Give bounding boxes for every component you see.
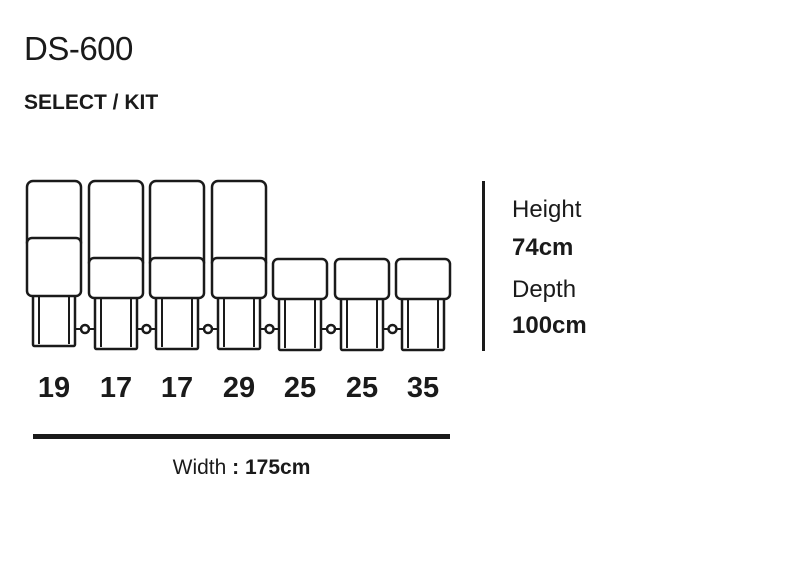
module-number: 17 — [99, 372, 133, 404]
module-seat — [271, 257, 329, 301]
module-number: 17 — [160, 372, 194, 404]
width-value: 175cm — [244, 456, 311, 479]
module-connector — [202, 323, 214, 335]
width-label: Width : 175cm — [33, 457, 450, 478]
module-connector — [264, 323, 275, 335]
depth-label: Depth — [512, 276, 577, 303]
module-seat — [394, 257, 452, 301]
module-seat — [333, 257, 391, 301]
module-seat — [210, 256, 268, 300]
spec-divider — [482, 181, 485, 351]
height-label: Height — [512, 196, 582, 223]
module-number: 19 — [37, 372, 71, 404]
width-bar — [33, 434, 450, 439]
product-subtitle: SELECT / KIT — [24, 91, 159, 114]
module-number: 25 — [283, 372, 317, 404]
module-connector — [79, 323, 91, 335]
module-number: 25 — [345, 372, 379, 404]
module-connector — [141, 323, 152, 335]
depth-value: 100cm — [512, 312, 587, 339]
module-seat — [87, 256, 145, 300]
width-separator: : — [226, 456, 245, 479]
height-value: 74cm — [512, 234, 574, 261]
module-backrest — [87, 179, 145, 270]
module-number: 29 — [222, 372, 256, 404]
width-label-text: Width — [172, 456, 227, 479]
module-number: 35 — [406, 372, 440, 404]
module-connector — [387, 323, 398, 335]
module-seat — [25, 236, 83, 298]
product-title: DS-600 — [24, 30, 133, 67]
module-backrest — [210, 179, 268, 270]
module-backrest — [148, 179, 206, 270]
module-connector — [325, 323, 337, 335]
module-seat — [148, 256, 206, 300]
